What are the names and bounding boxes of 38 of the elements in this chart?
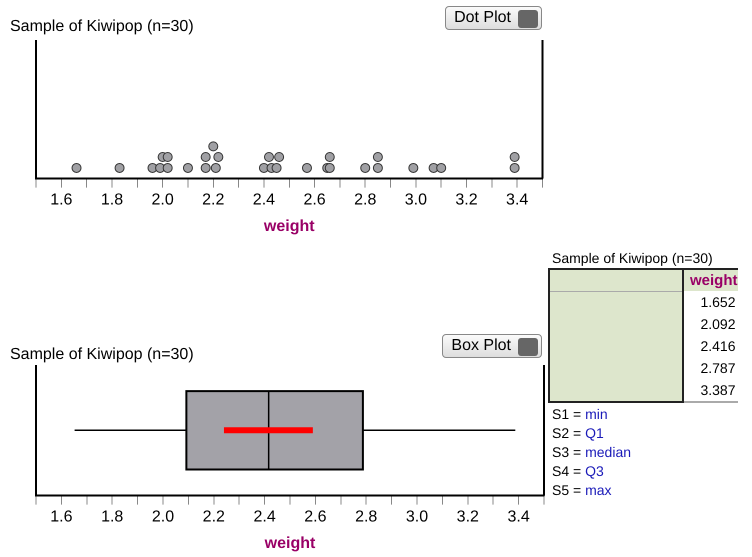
- x-tick-label: 3.2: [456, 508, 480, 526]
- x-tick-label: 3.4: [507, 508, 530, 526]
- chart-title: Sample of Kiwipop (n=30): [10, 18, 194, 36]
- x-tick-label: 3.2: [455, 192, 478, 209]
- text: S5 = max: [552, 482, 612, 498]
- text: S4 = Q3: [552, 463, 604, 479]
- x-tick-label: 2.0: [152, 192, 174, 209]
- text: 2.787: [699, 359, 736, 378]
- text: Box Plot: [442, 334, 542, 358]
- text: S1 = min: [552, 406, 608, 422]
- x-tick-label: 2.8: [354, 192, 376, 209]
- x-axis-title: weight: [262, 218, 316, 235]
- text: S2 = Q1: [552, 425, 604, 441]
- x-tick-label: 1.8: [100, 192, 124, 209]
- x-tick-label: 2.4: [252, 192, 276, 209]
- x-tick-label: 2.2: [202, 192, 224, 209]
- text: 2.416: [699, 337, 736, 356]
- x-tick-label: 2.0: [152, 508, 174, 526]
- text: 2.092: [699, 315, 736, 334]
- text: 3.387: [683, 379, 738, 402]
- x-tick-label: 1.8: [101, 508, 124, 526]
- x-tick-label: 1.6: [50, 192, 73, 209]
- x-axis-title: weight: [264, 534, 316, 552]
- x-tick-label: 2.6: [303, 192, 326, 209]
- x-tick-label: 3.4: [506, 192, 528, 209]
- x-tick-label: 3.0: [404, 192, 428, 209]
- x-tick-label: 2.2: [202, 508, 226, 526]
- text: Dot Plot: [445, 6, 542, 30]
- text: S3 = median: [552, 444, 632, 460]
- chart-title: Sample of Kiwipop (n=30): [10, 346, 194, 364]
- x-tick-label: 2.8: [355, 508, 378, 526]
- x-tick-label: 2.6: [304, 508, 327, 526]
- x-tick-label: 2.4: [253, 508, 276, 526]
- text: 1.652: [699, 293, 736, 312]
- x-tick-label: 1.6: [50, 508, 73, 526]
- x-tick-label: 3.0: [406, 508, 428, 526]
- text: Sample of Kiwipop (n=30): [552, 250, 714, 266]
- text: weight: [683, 269, 738, 291]
